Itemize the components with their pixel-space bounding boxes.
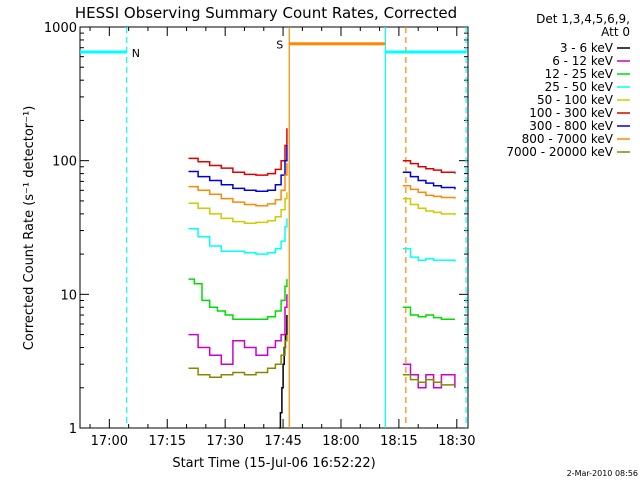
plot-frame — [79, 26, 469, 429]
series-line — [402, 247, 456, 262]
series-line — [402, 159, 456, 174]
legend-label: 100 - 300 keV — [529, 106, 613, 120]
legend-label: 12 - 25 keV — [545, 67, 614, 81]
legend-label: 300 - 800 keV — [529, 119, 613, 133]
series-line — [188, 334, 288, 378]
series-line — [188, 294, 288, 365]
series-line — [402, 184, 456, 199]
y-axis-label: Corrected Count Rate (s⁻¹ detector⁻¹) — [22, 106, 37, 351]
chart-title: HESSI Observing Summary Count Rates, Cor… — [75, 4, 457, 22]
x-axis-label: Start Time (15-Jul-06 16:52:22) — [172, 456, 375, 471]
annotation-label: S — [276, 39, 283, 52]
series-line — [188, 218, 288, 255]
legend-header: Det 1,3,4,5,6,9, — [536, 12, 630, 26]
x-tick-label: 17:15 — [149, 434, 186, 449]
axis-ticks: 17:00 17:15 17:30 17:45 18:00 18:15 18:30 1 10 10… — [44, 21, 476, 449]
series-line — [402, 306, 455, 321]
y-tick-label: 100 — [52, 155, 77, 170]
x-tick-label: 17:45 — [264, 434, 301, 449]
x-tick-label: 18:15 — [380, 434, 417, 449]
x-tick-label: 18:30 — [438, 434, 475, 449]
series-line — [402, 197, 456, 216]
series-line — [188, 278, 288, 321]
series-layer — [188, 128, 456, 429]
x-tick-label: 17:00 — [91, 434, 128, 449]
series-line — [188, 163, 288, 207]
series-line — [188, 145, 288, 193]
legend-label: 7000 - 20000 keV — [506, 145, 613, 159]
annotation-label: N — [132, 47, 140, 60]
series-line — [188, 192, 288, 225]
x-tick-label: 17:30 — [206, 434, 243, 449]
x-tick-label: 18:00 — [322, 434, 359, 449]
legend-label: 25 - 50 keV — [545, 80, 614, 94]
legend-label: 6 - 12 keV — [552, 54, 614, 68]
series-line — [402, 374, 455, 386]
legend-label: 50 - 100 keV — [537, 93, 614, 107]
y-tick-label: 10 — [60, 288, 77, 303]
legend-label: 800 - 7000 keV — [522, 132, 614, 146]
series-line — [188, 128, 288, 176]
y-tick-label: 1000 — [44, 21, 77, 36]
date-stamp: 2-Mar-2010 08:56 — [567, 469, 638, 478]
legend-label: 3 - 6 keV — [560, 41, 614, 55]
annotation-layer: NS — [80, 27, 467, 428]
legend-header: Att 0 — [601, 25, 630, 39]
y-tick-label: 1 — [69, 422, 77, 437]
series-line — [402, 171, 456, 190]
